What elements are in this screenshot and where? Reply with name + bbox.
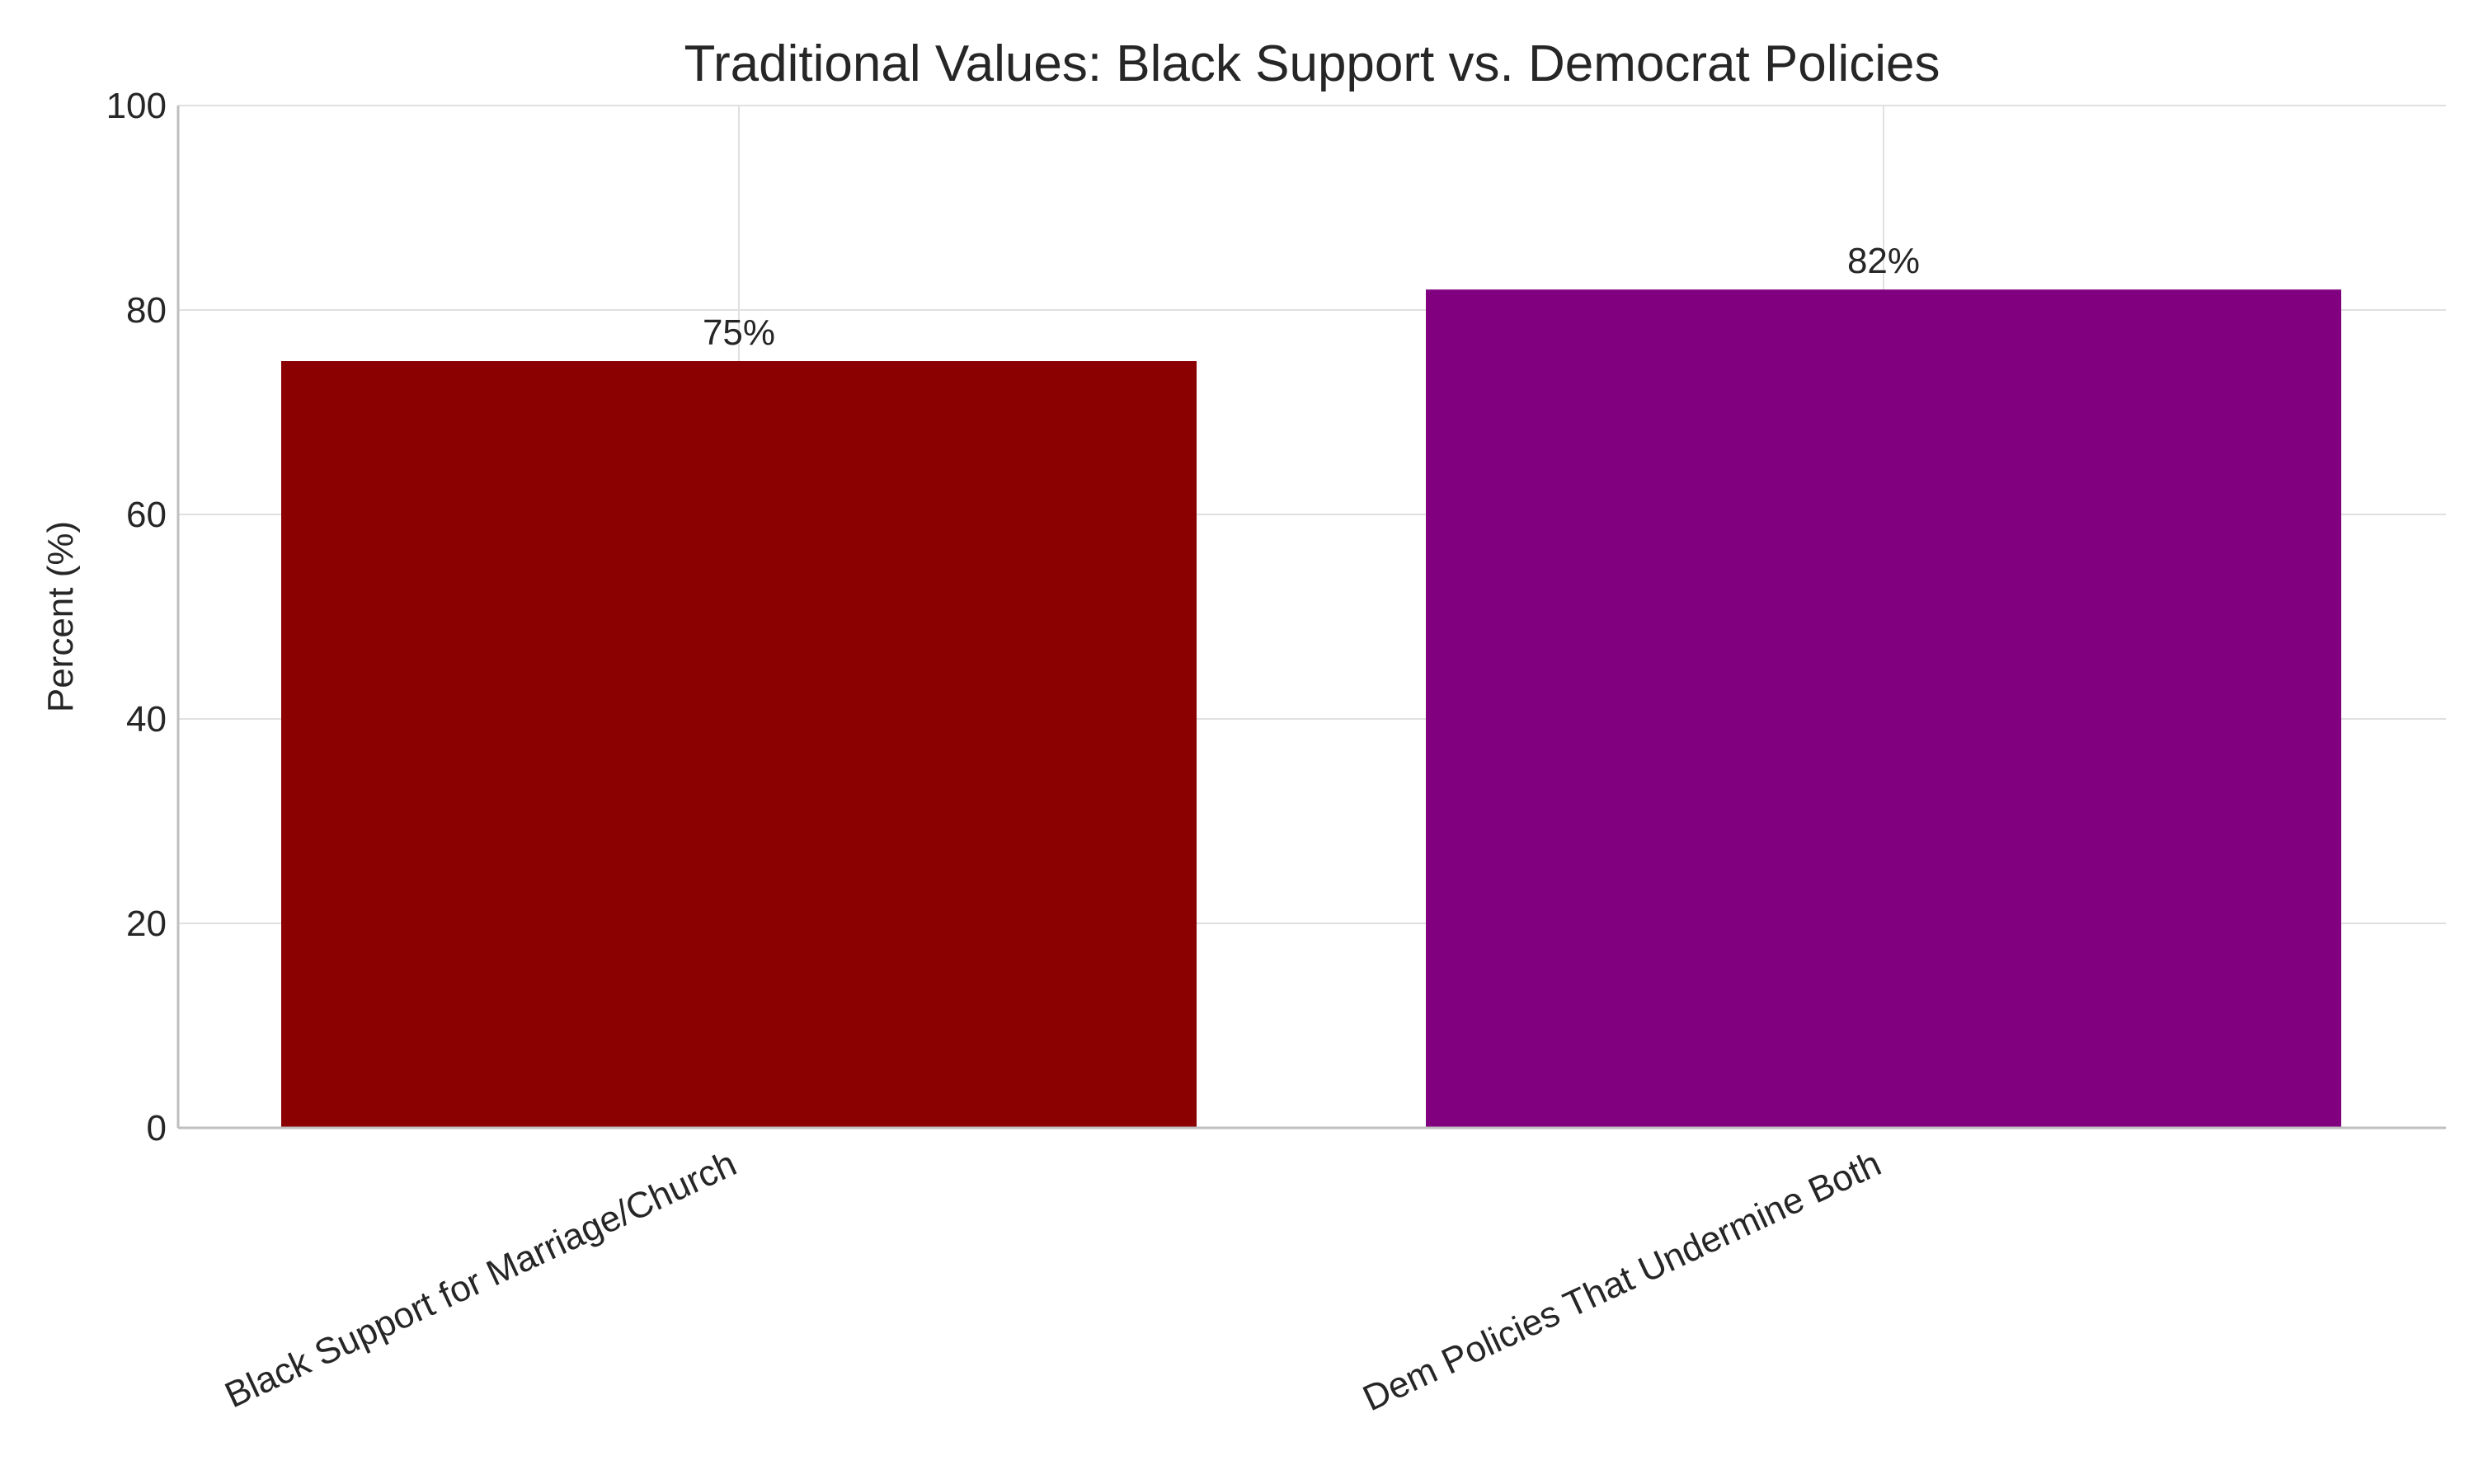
x-tick-labels: Black Support for Marriage/Church Dem Pol… — [219, 1144, 1888, 1419]
y-tick-label: 60 — [126, 495, 167, 535]
x-tick-label: Black Support for Marriage/Church — [219, 1144, 743, 1416]
y-tick-label: 100 — [106, 86, 167, 126]
chart-title: Traditional Values: Black Support vs. De… — [684, 35, 1940, 92]
y-tick-labels: 0 20 40 60 80 100 — [106, 86, 167, 1148]
y-tick-label: 20 — [126, 904, 167, 944]
bar — [1426, 289, 2341, 1128]
x-tick-label: Dem Policies That Undermine Both — [1357, 1144, 1887, 1419]
y-tick-label: 0 — [147, 1108, 167, 1148]
bar-value-label: 82% — [1847, 241, 1920, 281]
bars — [281, 289, 2341, 1128]
y-axis-label: Percent (%) — [40, 521, 81, 712]
axes — [176, 106, 2446, 1129]
bar — [281, 361, 1197, 1128]
data-labels: 75% 82% — [703, 241, 1920, 353]
y-tick-label: 40 — [126, 699, 167, 740]
y-tick-label: 80 — [126, 290, 167, 331]
bar-value-label: 75% — [703, 312, 775, 353]
